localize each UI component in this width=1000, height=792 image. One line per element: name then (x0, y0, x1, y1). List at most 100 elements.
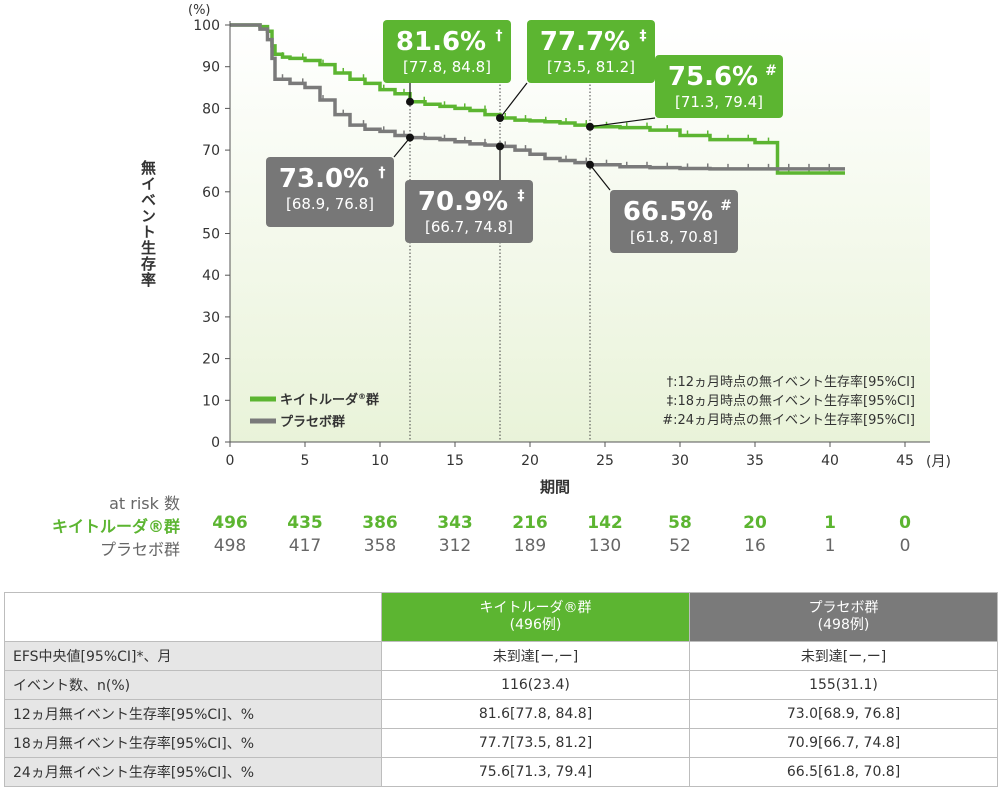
annotation-point (586, 160, 594, 169)
cell-keytruda: 75.6[71.3, 79.4] (381, 757, 690, 787)
annotation-gray-24m: 66.5% #[61.8, 70.8] (586, 160, 738, 253)
x-unit: (月) (926, 454, 951, 470)
y-tick-label: 10 (202, 393, 220, 409)
row-label: 18ヵ月無イベント生存率[95%CI]、% (4, 728, 382, 758)
at-risk-value: 1 (824, 536, 836, 556)
cell-keytruda: 77.7[73.5, 81.2] (381, 728, 690, 758)
at-risk-value: 343 (437, 513, 473, 533)
at-risk-label-placebo: プラセボ群 (99, 540, 180, 559)
at-risk-value: 216 (512, 513, 548, 533)
efs-chart: 81.6% †[77.8, 84.8]77.7% ‡[73.5, 81.2] 75.6… (139, 3, 951, 496)
annotation-mark: # (765, 63, 777, 79)
cell-keytruda: 116(23.4) (381, 670, 690, 700)
y-tick-label: 100 (193, 18, 220, 34)
y-tick-label: 50 (202, 227, 220, 243)
cell-placebo: 未到達[ー,ー] (689, 641, 998, 671)
annotation-mark: † (496, 28, 503, 44)
at-risk-value: 1 (824, 513, 836, 533)
at-risk-value: 142 (587, 513, 623, 533)
at-risk-value: 189 (513, 536, 547, 556)
table-row: 18ヵ月無イベント生存率[95%CI]、% 77.7[73.5, 81.2] 7… (4, 728, 998, 758)
series-line-placebo (230, 23, 845, 171)
at-risk-value: 52 (669, 536, 691, 556)
header-placebo: プラセボ群 (498例) (689, 592, 998, 642)
at-risk-value: 435 (287, 513, 323, 533)
y-tick-label: 0 (211, 435, 220, 451)
results-table: キイトルーダ®群 (496例) プラセボ群 (498例) EFS中央値[95%CI]… (4, 592, 998, 787)
series-line-keytruda (230, 23, 845, 175)
table-row: イベント数、n(%) 116(23.4) 155(31.1) (4, 670, 998, 700)
x-tick-label: 40 (821, 453, 839, 469)
at-risk-value: 386 (362, 513, 398, 533)
annotation-point (496, 113, 504, 122)
annotation-mark: ‡ (640, 28, 647, 44)
annotation-green-18m: 77.7% ‡ [73.5, 81.2] (496, 20, 655, 122)
cell-placebo: 73.0[68.9, 76.8] (689, 699, 998, 729)
annotation-value: 81.6% (396, 27, 486, 57)
row-label: 12ヵ月無イベント生存率[95%CI]、% (4, 699, 382, 729)
at-risk-value: 0 (899, 536, 911, 556)
at-risk-value: 498 (213, 536, 247, 556)
row-label: イベント数、n(%) (4, 670, 382, 700)
header-keytruda: キイトルーダ®群 (496例) (381, 592, 690, 642)
at-risk-value: 417 (288, 536, 322, 556)
y-tick-label: 80 (202, 101, 220, 117)
at-risk-value: 130 (588, 536, 622, 556)
at-risk-value: 16 (744, 536, 766, 556)
footnotes: †:12ヵ月時点の無イベント生存率[95%CI] ‡:18ヵ月時点の無イベント生… (662, 374, 915, 428)
annotation-value: 77.7% (540, 27, 630, 57)
x-tick-label: 25 (596, 453, 614, 469)
annotation-point (586, 122, 594, 131)
at-risk-value: 496 (212, 513, 248, 533)
y-tick-label: 40 (202, 268, 220, 284)
annotation-ci: [66.7, 74.8] (425, 218, 513, 236)
annotation-ci: [61.8, 70.8] (630, 228, 718, 246)
x-tick-label: 30 (671, 453, 689, 469)
annotation-connector (589, 164, 611, 191)
plot-background (230, 25, 930, 442)
legend-item-keytruda: キイトルーダ®群 (280, 392, 379, 408)
x-tick-label: 35 (746, 453, 764, 469)
at-risk-label-keytruda: キイトルーダ®群 (51, 517, 180, 536)
cell-placebo: 155(31.1) (689, 670, 998, 700)
table-row: EFS中央値[95%CI]*、月 未到達[ー,ー] 未到達[ー,ー] (4, 641, 998, 671)
footnote-24m: #:24ヵ月時点の無イベント生存率[95%CI] (662, 412, 915, 428)
legend: キイトルーダ®群 プラセボ群 (250, 392, 379, 430)
annotation-value: 73.0% (279, 164, 369, 194)
at-risk-value: 20 (743, 513, 767, 533)
footnote-18m: ‡:18ヵ月時点の無イベント生存率[95%CI] (667, 393, 915, 409)
header-blank (4, 592, 382, 642)
annotation-green-24m: 75.6% #[71.3, 79.4] (586, 55, 783, 131)
annotation-mark: † (379, 165, 386, 181)
x-tick-label: 0 (226, 453, 235, 469)
footnote-12m: †:12ヵ月時点の無イベント生存率[95%CI] (667, 374, 915, 390)
row-label: 24ヵ月無イベント生存率[95%CI]、% (4, 757, 382, 787)
annotation-box (405, 180, 533, 243)
annotation-box (266, 157, 394, 227)
cell-placebo: 66.5[61.8, 70.8] (689, 757, 998, 787)
annotation-connector (393, 137, 411, 158)
annotation-mark: # (720, 198, 732, 214)
at-risk-value: 312 (438, 536, 472, 556)
x-axis-label: 期間 (540, 478, 570, 496)
y-tick-label: 70 (202, 143, 220, 159)
annotation-point (406, 97, 414, 106)
x-tick-label: 10 (371, 453, 389, 469)
annotation-ci: [68.9, 76.8] (286, 195, 374, 213)
annotation-point (496, 142, 504, 151)
annotation-point (406, 133, 414, 142)
annotation-value: 75.6% (668, 62, 758, 92)
row-label: EFS中央値[95%CI]*、月 (4, 641, 382, 671)
y-axis-label: 無イベント生存率 (139, 159, 157, 288)
y-tick-label: 60 (202, 185, 220, 201)
at-risk-value: 358 (363, 536, 397, 556)
table-row: 12ヵ月無イベント生存率[95%CI]、% 81.6[77.8, 84.8] 7… (4, 699, 998, 729)
y-tick-label: 20 (202, 352, 220, 368)
at-risk-title: at risk 数 (109, 494, 180, 513)
y-tick-label: 90 (202, 60, 220, 76)
cell-placebo: 70.9[66.7, 74.8] (689, 728, 998, 758)
legend-item-placebo: プラセボ群 (280, 414, 345, 430)
annotation-ci: [71.3, 79.4] (675, 93, 763, 111)
x-tick-label: 45 (896, 453, 914, 469)
annotation-box (527, 20, 655, 83)
